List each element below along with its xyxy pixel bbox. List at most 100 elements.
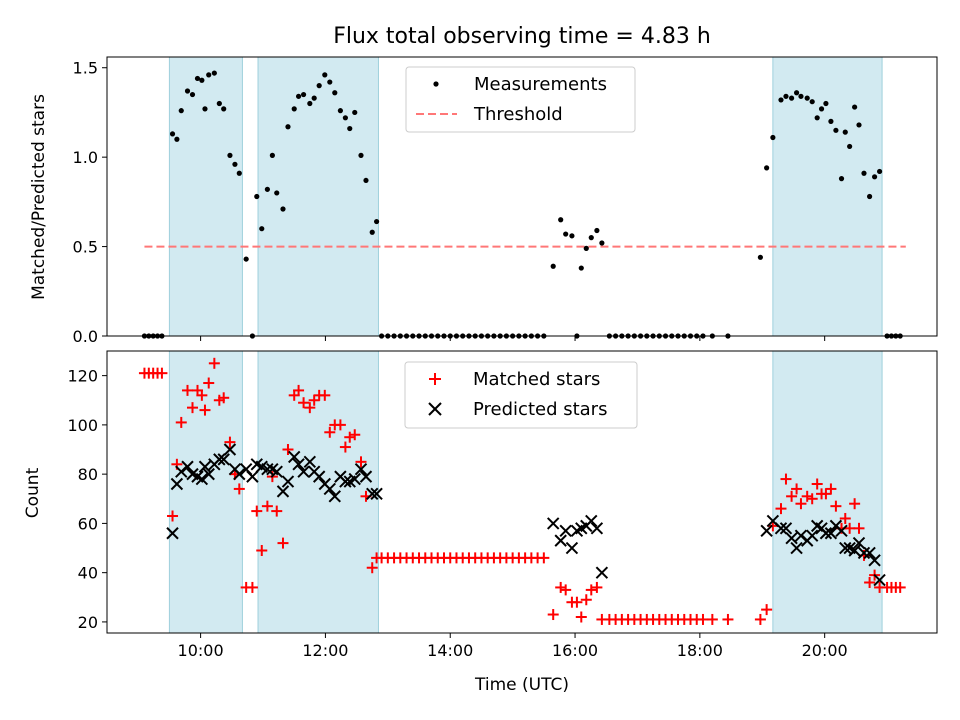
top-y-tick-label: 0.0 xyxy=(73,327,98,346)
predicted-star-point xyxy=(868,554,881,567)
legend-measurements-label: Measurements xyxy=(474,74,607,95)
predicted-star-point xyxy=(839,541,852,555)
measurement-point xyxy=(300,91,307,98)
matched-star-point xyxy=(167,510,179,522)
predicted-star-d2 xyxy=(835,524,848,537)
measurement-point xyxy=(194,75,201,82)
matched-star-point xyxy=(182,384,194,396)
measurement-point xyxy=(852,104,858,110)
matched-star-point xyxy=(233,483,245,495)
legend-measurements-marker xyxy=(433,81,439,87)
predicted-star-d2 xyxy=(559,524,572,537)
measurement-point xyxy=(178,108,184,114)
measurement-point xyxy=(352,109,358,116)
measurement-point xyxy=(793,90,800,96)
predicted-star-d2 xyxy=(250,458,263,471)
matched-star-point xyxy=(538,552,550,564)
matched-star-point xyxy=(271,505,283,517)
measurement-point xyxy=(316,83,322,89)
predicted-star-d2 xyxy=(852,536,866,550)
measurement-point xyxy=(550,263,556,269)
measurement-point xyxy=(594,227,600,234)
predicted-star-d2 xyxy=(281,475,295,488)
matched-star-point xyxy=(761,604,773,616)
matched-star-point xyxy=(786,490,798,502)
shaded-interval-1 xyxy=(168,350,243,634)
predicted-star-d2 xyxy=(239,463,253,476)
predicted-star-d2 xyxy=(276,485,290,498)
predicted-star-d2 xyxy=(328,490,341,503)
matched-star-point xyxy=(218,392,230,404)
matched-star-point xyxy=(282,444,294,456)
matched-star-point xyxy=(349,429,361,441)
measurement-point xyxy=(332,90,338,96)
predicted-star-d2 xyxy=(565,541,579,555)
matched-star-point xyxy=(355,456,367,468)
predicted-star-d2 xyxy=(794,529,808,542)
predicted-star-d2 xyxy=(366,487,379,501)
matched-star-point xyxy=(308,394,320,406)
measurement-point xyxy=(804,95,810,101)
predicted-star-point xyxy=(565,541,579,555)
measurement-point xyxy=(770,134,776,141)
predicted-star-point xyxy=(288,450,301,464)
measurement-point xyxy=(211,70,217,76)
matched-star-point xyxy=(754,613,766,625)
measurement-point xyxy=(569,233,575,239)
predicted-star-d2 xyxy=(868,554,881,567)
measurement-point xyxy=(274,190,280,196)
measurement-point xyxy=(599,240,605,246)
predicted-star-d2 xyxy=(292,458,305,471)
measurement-point xyxy=(809,99,815,105)
predicted-star-point xyxy=(198,460,212,473)
matched-star-point xyxy=(811,478,823,490)
predicted-star-point xyxy=(223,443,237,456)
predicted-star-point xyxy=(835,524,848,537)
predicted-star-point xyxy=(261,463,274,476)
predicted-star-d2 xyxy=(312,470,326,483)
matched-star-point xyxy=(319,389,331,401)
predicted-star-d2 xyxy=(191,470,204,483)
predicted-star-d2 xyxy=(213,453,226,466)
predicted-star-d2 xyxy=(166,527,179,540)
matched-star-point xyxy=(844,522,856,534)
matched-stars-points xyxy=(138,357,906,625)
predicted-star-d2 xyxy=(843,541,856,555)
predicted-star-d2 xyxy=(195,472,209,486)
top-legend-box xyxy=(405,66,636,133)
predicted-star-point xyxy=(181,460,194,473)
predicted-star-point xyxy=(233,467,246,481)
matched-star-point xyxy=(825,483,837,495)
matched-star-point xyxy=(591,581,603,593)
measurement-point xyxy=(563,231,569,237)
measurement-point xyxy=(833,127,839,133)
predicted-star-point xyxy=(857,546,871,560)
matched-star-point xyxy=(277,537,289,549)
measurement-point xyxy=(757,254,763,260)
predicted-star-point xyxy=(546,517,560,530)
measurement-point xyxy=(856,122,862,128)
predicted-star-point xyxy=(217,453,230,466)
measurement-point xyxy=(828,118,834,124)
predicted-star-point xyxy=(170,477,184,491)
measurement-point xyxy=(327,79,333,85)
measurement-point xyxy=(206,72,212,78)
predicted-star-d2 xyxy=(774,522,788,535)
measurement-point xyxy=(842,129,848,135)
predicted-star-point xyxy=(559,524,572,537)
bottom-y-tick-label: 60 xyxy=(78,514,98,533)
matched-star-point xyxy=(293,384,305,396)
predicted-star-d2 xyxy=(848,544,861,557)
predicted-star-point xyxy=(270,465,283,478)
measurement-point xyxy=(199,77,205,83)
matched-star-point xyxy=(775,503,787,515)
measurement-point xyxy=(778,97,784,103)
predicted-star-point xyxy=(166,527,179,540)
matched-star-point xyxy=(585,584,597,596)
predicted-star-point xyxy=(779,522,793,535)
predicted-star-d2 xyxy=(790,541,803,555)
predicted-star-d2 xyxy=(554,534,567,547)
matched-star-point xyxy=(791,483,803,495)
matched-star-point xyxy=(575,611,587,623)
shaded-interval-1 xyxy=(168,56,243,337)
